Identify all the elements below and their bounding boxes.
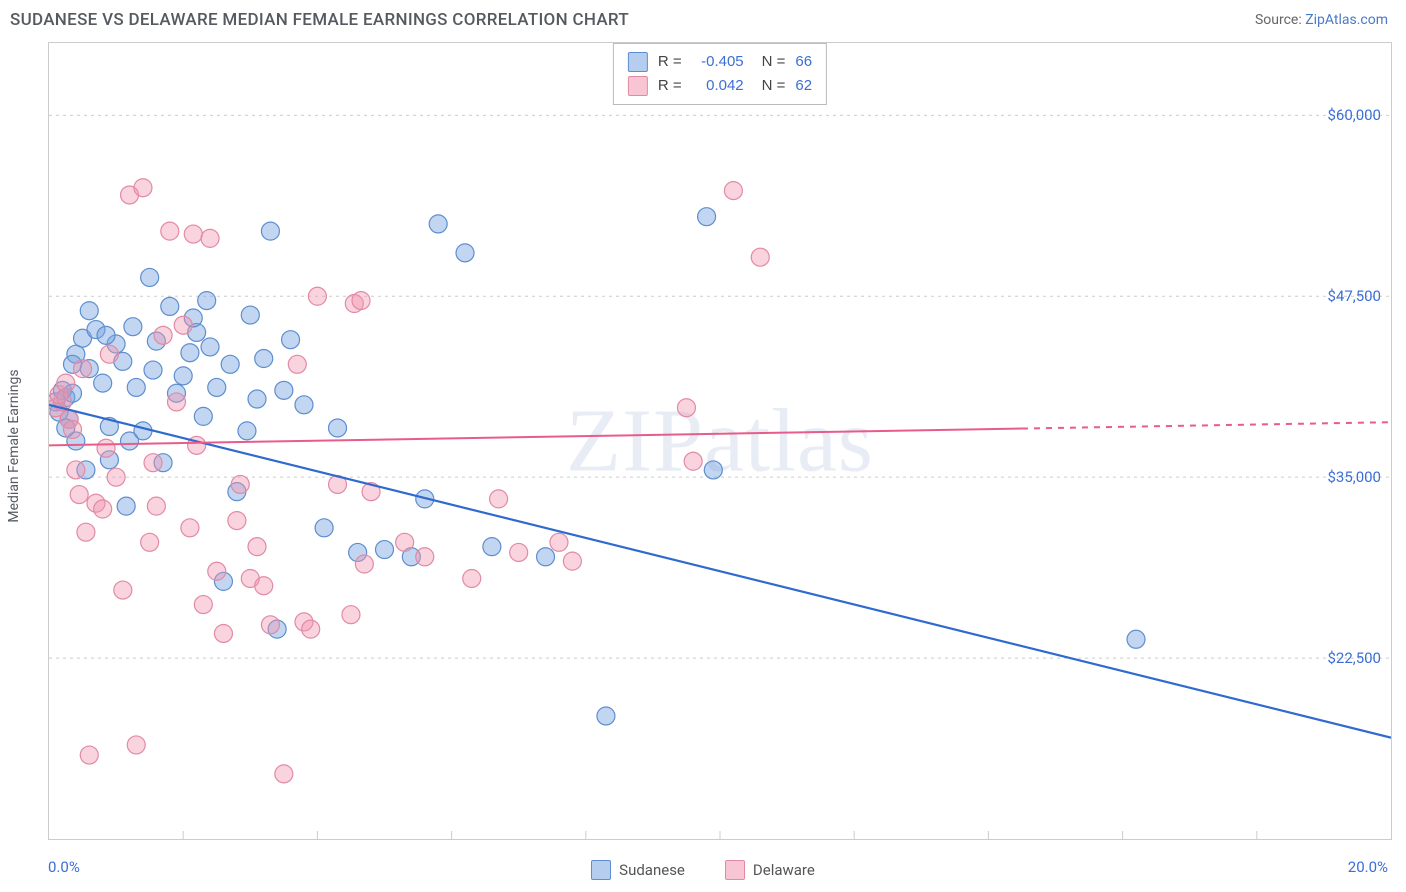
legend-item: Delaware: [725, 860, 815, 880]
legend-item: Sudanese: [591, 860, 685, 880]
source-attribution: Source: ZipAtlas.com: [1255, 12, 1388, 28]
correlation-stats-box: R = -0.405 N = 66 R = 0.042 N = 62: [613, 43, 827, 105]
r-value: -0.405: [692, 50, 744, 74]
legend-swatch: [725, 860, 745, 880]
source-link[interactable]: ZipAtlas.com: [1305, 12, 1388, 28]
n-value: 66: [795, 50, 812, 74]
scatter-svg: [49, 43, 1391, 839]
r-label: R =: [658, 50, 682, 74]
y-tick-label: $47,500: [1327, 287, 1381, 305]
y-tick-label: $60,000: [1327, 106, 1381, 124]
n-value: 62: [795, 74, 812, 98]
r-value: 0.042: [692, 74, 744, 98]
series-legend: Sudanese Delaware: [0, 860, 1406, 880]
stats-swatch: [628, 52, 648, 72]
legend-label: Sudanese: [619, 861, 685, 879]
y-tick-label: $35,000: [1327, 468, 1381, 486]
legend-label: Delaware: [753, 861, 815, 879]
y-tick-label: $22,500: [1327, 649, 1381, 667]
legend-swatch: [591, 860, 611, 880]
chart-title: SUDANESE VS DELAWARE MEDIAN FEMALE EARNI…: [10, 10, 629, 30]
stats-row: R = -0.405 N = 66: [628, 50, 812, 74]
source-prefix: Source:: [1255, 12, 1305, 28]
r-label: R =: [658, 74, 682, 98]
stats-swatch: [628, 76, 648, 96]
n-label: N =: [762, 50, 786, 74]
y-axis-label: Median Female Earnings: [6, 369, 22, 522]
chart-header: SUDANESE VS DELAWARE MEDIAN FEMALE EARNI…: [0, 0, 1406, 36]
n-label: N =: [762, 74, 786, 98]
plot-area: ZIPatlas R =-0.405N =66R =0.042N =62 $22…: [48, 42, 1392, 840]
stats-row: R = 0.042 N = 62: [628, 74, 812, 98]
